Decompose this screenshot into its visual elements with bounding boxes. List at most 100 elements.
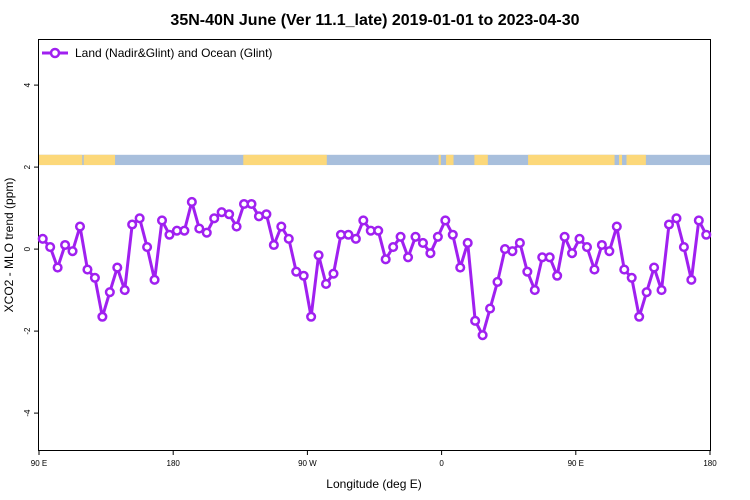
y-axis-ticks: -4 -2 0 2 4 bbox=[23, 82, 39, 417]
data-point bbox=[559, 231, 570, 242]
data-point bbox=[462, 237, 473, 248]
data-point bbox=[291, 266, 302, 277]
data-point bbox=[320, 278, 332, 290]
data-point bbox=[37, 233, 48, 244]
data-point bbox=[231, 221, 242, 232]
data-point bbox=[306, 311, 317, 322]
data-point bbox=[246, 198, 257, 210]
data-point bbox=[604, 246, 615, 257]
land-segment bbox=[474, 154, 488, 166]
data-point bbox=[440, 215, 451, 226]
data-point bbox=[358, 215, 369, 226]
data-point bbox=[574, 233, 585, 244]
data-point bbox=[514, 237, 525, 248]
data-point bbox=[201, 227, 212, 238]
data-point bbox=[432, 231, 443, 242]
x-tick-label: 0 bbox=[439, 459, 444, 468]
legend: Land (Nadir&Glint) and Ocean (Glint) bbox=[42, 46, 272, 60]
data-point bbox=[649, 262, 660, 273]
land-ocean-strip bbox=[39, 154, 710, 166]
y-tick-label: 0 bbox=[23, 246, 32, 251]
data-point bbox=[209, 213, 220, 224]
data-point bbox=[313, 250, 324, 261]
data-point bbox=[626, 272, 637, 283]
data-point bbox=[634, 311, 645, 322]
data-point bbox=[67, 246, 78, 257]
data-point bbox=[134, 213, 145, 224]
y-tick-label: -4 bbox=[23, 409, 32, 417]
data-point bbox=[678, 242, 689, 253]
land-segment bbox=[626, 154, 646, 166]
land-segment bbox=[243, 154, 327, 166]
data-point bbox=[507, 246, 518, 257]
data-point bbox=[686, 274, 697, 285]
data-point bbox=[164, 229, 175, 240]
data-point bbox=[589, 264, 600, 275]
series-layer bbox=[37, 196, 712, 341]
data-point bbox=[268, 239, 279, 251]
data-point bbox=[619, 264, 630, 275]
data-point bbox=[149, 274, 160, 285]
data-point bbox=[403, 252, 414, 263]
data-point bbox=[127, 219, 138, 230]
ocean-band bbox=[39, 154, 710, 166]
data-point bbox=[671, 213, 682, 224]
data-point bbox=[701, 229, 712, 240]
data-point bbox=[522, 266, 533, 277]
data-point bbox=[425, 248, 436, 259]
data-point bbox=[298, 270, 309, 281]
data-point bbox=[186, 196, 197, 207]
data-point bbox=[343, 229, 354, 240]
land-segment bbox=[83, 154, 116, 166]
data-point bbox=[485, 303, 496, 314]
data-point bbox=[581, 242, 593, 253]
data-point bbox=[60, 239, 71, 251]
data-point bbox=[388, 242, 399, 253]
data-point bbox=[328, 268, 339, 279]
data-point bbox=[455, 262, 466, 273]
data-point bbox=[350, 233, 361, 244]
x-axis-ticks: 90 E 180 90 W 0 90 E 180 bbox=[31, 450, 717, 468]
data-point bbox=[74, 221, 86, 232]
y-tick-label: 4 bbox=[23, 82, 32, 87]
data-point bbox=[641, 287, 652, 298]
data-point bbox=[611, 221, 622, 232]
data-point bbox=[261, 209, 272, 220]
land-segment bbox=[446, 154, 454, 166]
legend-label: Land (Nadir&Glint) and Ocean (Glint) bbox=[75, 46, 272, 60]
x-tick-label: 180 bbox=[703, 459, 717, 468]
data-point bbox=[276, 221, 287, 232]
x-tick-label: 90 W bbox=[298, 459, 317, 468]
y-axis-label: XCO2 - MLO trend (ppm) bbox=[2, 178, 16, 313]
data-point bbox=[119, 285, 130, 296]
data-point bbox=[104, 287, 115, 298]
data-point bbox=[380, 254, 391, 265]
data-point bbox=[395, 231, 406, 242]
data-point bbox=[492, 276, 503, 287]
data-point bbox=[179, 225, 190, 236]
data-point bbox=[417, 237, 429, 248]
x-tick-label: 180 bbox=[167, 459, 181, 468]
data-point bbox=[656, 285, 667, 296]
land-segment bbox=[39, 154, 83, 166]
data-point bbox=[194, 223, 205, 234]
data-point bbox=[544, 252, 555, 263]
y-tick-label: 2 bbox=[23, 164, 32, 169]
data-point bbox=[112, 262, 123, 273]
x-tick-label: 90 E bbox=[568, 459, 584, 468]
data-point bbox=[693, 215, 704, 226]
data-point bbox=[663, 219, 675, 230]
y-tick-label: -2 bbox=[23, 327, 32, 335]
legend-marker bbox=[49, 47, 61, 59]
data-point bbox=[410, 231, 421, 242]
data-point bbox=[156, 215, 168, 226]
data-point bbox=[142, 242, 153, 253]
data-point bbox=[596, 239, 607, 251]
data-point bbox=[447, 229, 458, 240]
land-segment bbox=[438, 154, 441, 166]
chart-title: 35N-40N June (Ver 11.1_late) 2019-01-01 … bbox=[170, 12, 579, 29]
x-tick-label: 90 E bbox=[31, 459, 47, 468]
data-point bbox=[97, 311, 108, 322]
plot-frame bbox=[38, 39, 711, 451]
